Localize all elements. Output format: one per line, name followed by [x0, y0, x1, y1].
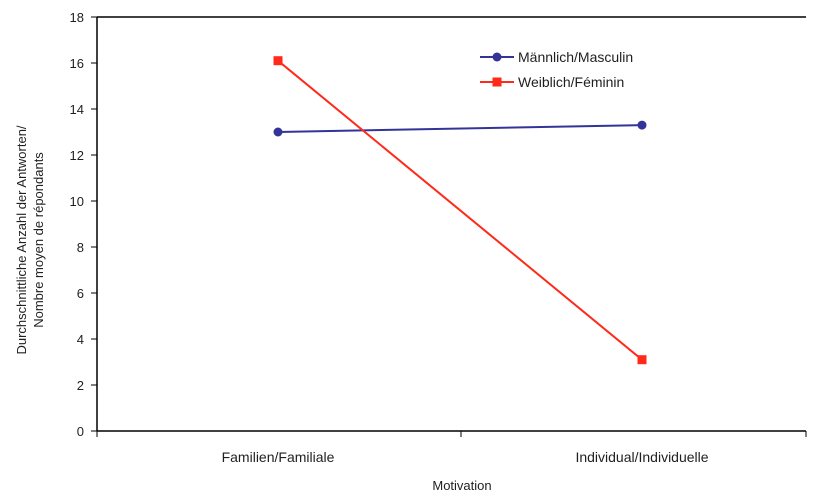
legend-item: Weiblich/Féminin — [480, 74, 624, 90]
y-tick-label: 0 — [77, 424, 84, 439]
axes — [96, 16, 807, 437]
series-2 — [273, 56, 647, 365]
x-categories: Familien/Familiale Individual/Individuell… — [222, 449, 709, 465]
y-tick-label: 10 — [70, 194, 84, 209]
x-axis-label: Motivation — [432, 478, 491, 493]
data-point — [637, 120, 647, 130]
y-tick-label: 16 — [70, 56, 84, 71]
series-1 — [273, 120, 647, 137]
y-ticks: 0 2 4 6 8 10 12 14 16 18 — [70, 10, 97, 439]
y-tick-label: 12 — [70, 148, 84, 163]
x-category-label: Familien/Familiale — [222, 449, 335, 465]
data-point — [273, 127, 283, 137]
series-line — [277, 124, 643, 133]
legend-label: Männlich/Masculin — [518, 49, 633, 65]
y-tick-label: 14 — [70, 102, 84, 117]
legend-marker — [492, 52, 502, 62]
y-tick-label: 18 — [70, 10, 84, 25]
data-point — [273, 56, 283, 66]
legend-item: Männlich/Masculin — [480, 49, 633, 65]
legend: Männlich/Masculin Weiblich/Féminin — [480, 49, 633, 90]
series-line — [277, 59, 643, 361]
data-point — [637, 355, 647, 365]
series-layer — [273, 56, 647, 365]
y-axis-label-line2: Nombre moyen de répondants — [31, 152, 46, 328]
legend-marker — [492, 77, 502, 87]
y-tick-label: 4 — [77, 332, 84, 347]
legend-label: Weiblich/Féminin — [518, 74, 624, 90]
y-tick-label: 8 — [77, 240, 84, 255]
y-axis-title: Durchschnittliche Anzahl der Antworten/ … — [14, 125, 46, 354]
y-axis-label-line1: Durchschnittliche Anzahl der Antworten/ — [14, 125, 29, 354]
x-category-label: Individual/Individuelle — [575, 449, 708, 465]
y-tick-label: 2 — [77, 378, 84, 393]
y-tick-label: 6 — [77, 286, 84, 301]
